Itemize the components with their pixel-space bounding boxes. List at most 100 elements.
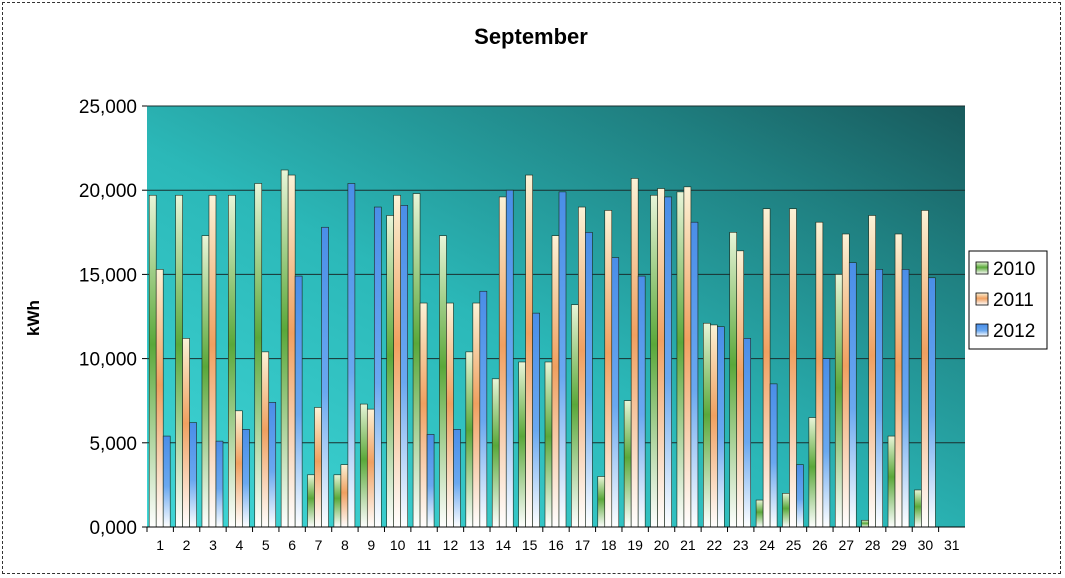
x-tick-label: 24 bbox=[759, 537, 775, 553]
bar-2012-day-12 bbox=[453, 429, 461, 528]
bar-2010-day-8 bbox=[333, 474, 342, 528]
x-tick-label: 23 bbox=[733, 537, 749, 553]
x-tick-label: 8 bbox=[341, 537, 349, 553]
bar-2011-day-11 bbox=[419, 302, 428, 528]
legend-swatch-2012 bbox=[975, 323, 989, 337]
x-tick-label: 28 bbox=[865, 537, 881, 553]
bar-2010-day-17 bbox=[571, 304, 579, 528]
x-tick-label: 7 bbox=[315, 537, 323, 553]
bar-2011-day-28 bbox=[868, 215, 876, 528]
bar-2010-day-7 bbox=[307, 474, 315, 528]
x-tick-label: 4 bbox=[235, 537, 243, 553]
x-tick-label: 20 bbox=[654, 537, 670, 553]
bar-2012-day-13 bbox=[479, 290, 488, 528]
x-tick-label: 10 bbox=[390, 537, 406, 553]
bar-2011-day-29 bbox=[894, 233, 903, 528]
bar-2010-day-3 bbox=[201, 235, 210, 528]
bar-2011-day-13 bbox=[472, 302, 481, 528]
bar-2011-day-7 bbox=[314, 407, 322, 528]
bar-2012-day-15 bbox=[532, 312, 540, 528]
bar-2012-day-2 bbox=[189, 422, 197, 528]
bar-2010-day-11 bbox=[412, 193, 421, 528]
x-tick-label: 3 bbox=[209, 537, 217, 553]
bar-2010-day-2 bbox=[175, 194, 183, 528]
legend-swatch-2010 bbox=[975, 261, 989, 275]
bar-2010-day-23 bbox=[729, 232, 738, 528]
y-tick-label: 5,000 bbox=[89, 434, 137, 455]
bar-2011-day-14 bbox=[498, 196, 507, 528]
bar-2012-day-6 bbox=[294, 275, 303, 528]
bar-2011-day-10 bbox=[393, 194, 401, 528]
x-tick-label: 6 bbox=[288, 537, 296, 553]
y-tick-label: 20,000 bbox=[79, 181, 137, 202]
legend-swatch-2011 bbox=[975, 292, 989, 306]
bar-2012-day-5 bbox=[268, 402, 277, 528]
bar-2010-day-19 bbox=[623, 400, 632, 528]
x-tick-label: 5 bbox=[262, 537, 270, 553]
bar-2012-day-3 bbox=[215, 440, 224, 528]
bar-2010-day-26 bbox=[808, 417, 817, 528]
bar-2012-day-11 bbox=[426, 434, 435, 528]
bar-2012-day-29 bbox=[901, 269, 910, 528]
x-tick-label: 26 bbox=[812, 537, 828, 553]
bar-2011-day-30 bbox=[921, 210, 929, 528]
bar-2011-day-9 bbox=[366, 408, 375, 528]
bar-2012-day-25 bbox=[796, 464, 804, 528]
bar-2010-day-12 bbox=[439, 235, 447, 528]
bar-2011-day-5 bbox=[261, 351, 270, 528]
x-tick-label: 13 bbox=[469, 537, 485, 553]
x-tick-label: 14 bbox=[495, 537, 511, 553]
legend: 2010 2011 2012 bbox=[968, 250, 1048, 350]
bar-2011-day-16 bbox=[551, 235, 560, 528]
bar-2010-day-14 bbox=[491, 378, 500, 528]
bar-2012-day-21 bbox=[690, 221, 699, 528]
x-tick-label: 17 bbox=[575, 537, 591, 553]
x-tick-label: 21 bbox=[680, 537, 696, 553]
bar-2011-day-19 bbox=[630, 178, 639, 528]
bar-2010-day-13 bbox=[465, 351, 474, 528]
x-tick-label: 15 bbox=[522, 537, 538, 553]
x-tick-labels: 1 2 3 4 5 6 7 8 9 10 11 12 13 14 15 16 17 18 19 20 21 22 23 24 2… bbox=[146, 527, 960, 553]
y-tick-label: 25,000 bbox=[79, 97, 137, 118]
x-tick-label: 1 bbox=[156, 537, 164, 553]
bar-2012-day-27 bbox=[848, 262, 857, 528]
bar-2012-day-24 bbox=[769, 383, 778, 528]
bar-2012-day-18 bbox=[611, 257, 620, 528]
x-tick-label: 19 bbox=[627, 537, 643, 553]
bar-2010-day-9 bbox=[359, 403, 368, 528]
bar-2011-day-1 bbox=[155, 269, 164, 528]
bar-2011-day-3 bbox=[208, 194, 217, 528]
bar-2010-day-1 bbox=[148, 194, 157, 528]
bar-2011-day-18 bbox=[604, 210, 613, 528]
bar-2010-day-6 bbox=[280, 169, 289, 528]
y-tick-label: 15,000 bbox=[79, 265, 137, 286]
bar-2011-day-22 bbox=[710, 324, 718, 528]
bar-2011-day-17 bbox=[578, 206, 586, 528]
x-tick-label: 27 bbox=[838, 537, 854, 553]
x-tick-label: 11 bbox=[417, 537, 432, 553]
x-tick-label: 29 bbox=[891, 537, 907, 553]
bar-2011-day-15 bbox=[525, 174, 533, 528]
bar-2011-day-8 bbox=[340, 464, 349, 528]
legend-label-2011: 2011 bbox=[993, 290, 1034, 311]
y-tick-label: 10,000 bbox=[79, 350, 137, 371]
x-tick-label: 31 bbox=[944, 537, 960, 553]
bar-2011-day-25 bbox=[789, 208, 797, 528]
bar-2012-day-16 bbox=[558, 191, 567, 528]
bar-2010-day-10 bbox=[386, 215, 394, 528]
bar-2012-day-30 bbox=[928, 277, 936, 528]
x-tick-label: 2 bbox=[183, 537, 191, 553]
bar-2012-day-22 bbox=[717, 326, 725, 528]
bar-2010-day-15 bbox=[518, 361, 526, 528]
x-tick-label: 30 bbox=[918, 537, 934, 553]
chart-title: September bbox=[474, 24, 588, 49]
bar-2011-day-20 bbox=[657, 188, 665, 528]
bar-2010-day-20 bbox=[650, 194, 658, 528]
bar-2012-day-8 bbox=[347, 183, 356, 528]
bar-2012-day-20 bbox=[664, 196, 672, 528]
bar-2011-day-24 bbox=[762, 208, 771, 528]
legend-label-2010: 2010 bbox=[993, 259, 1035, 280]
bar-2012-day-26 bbox=[822, 358, 831, 528]
bar-2010-day-24 bbox=[755, 499, 764, 528]
